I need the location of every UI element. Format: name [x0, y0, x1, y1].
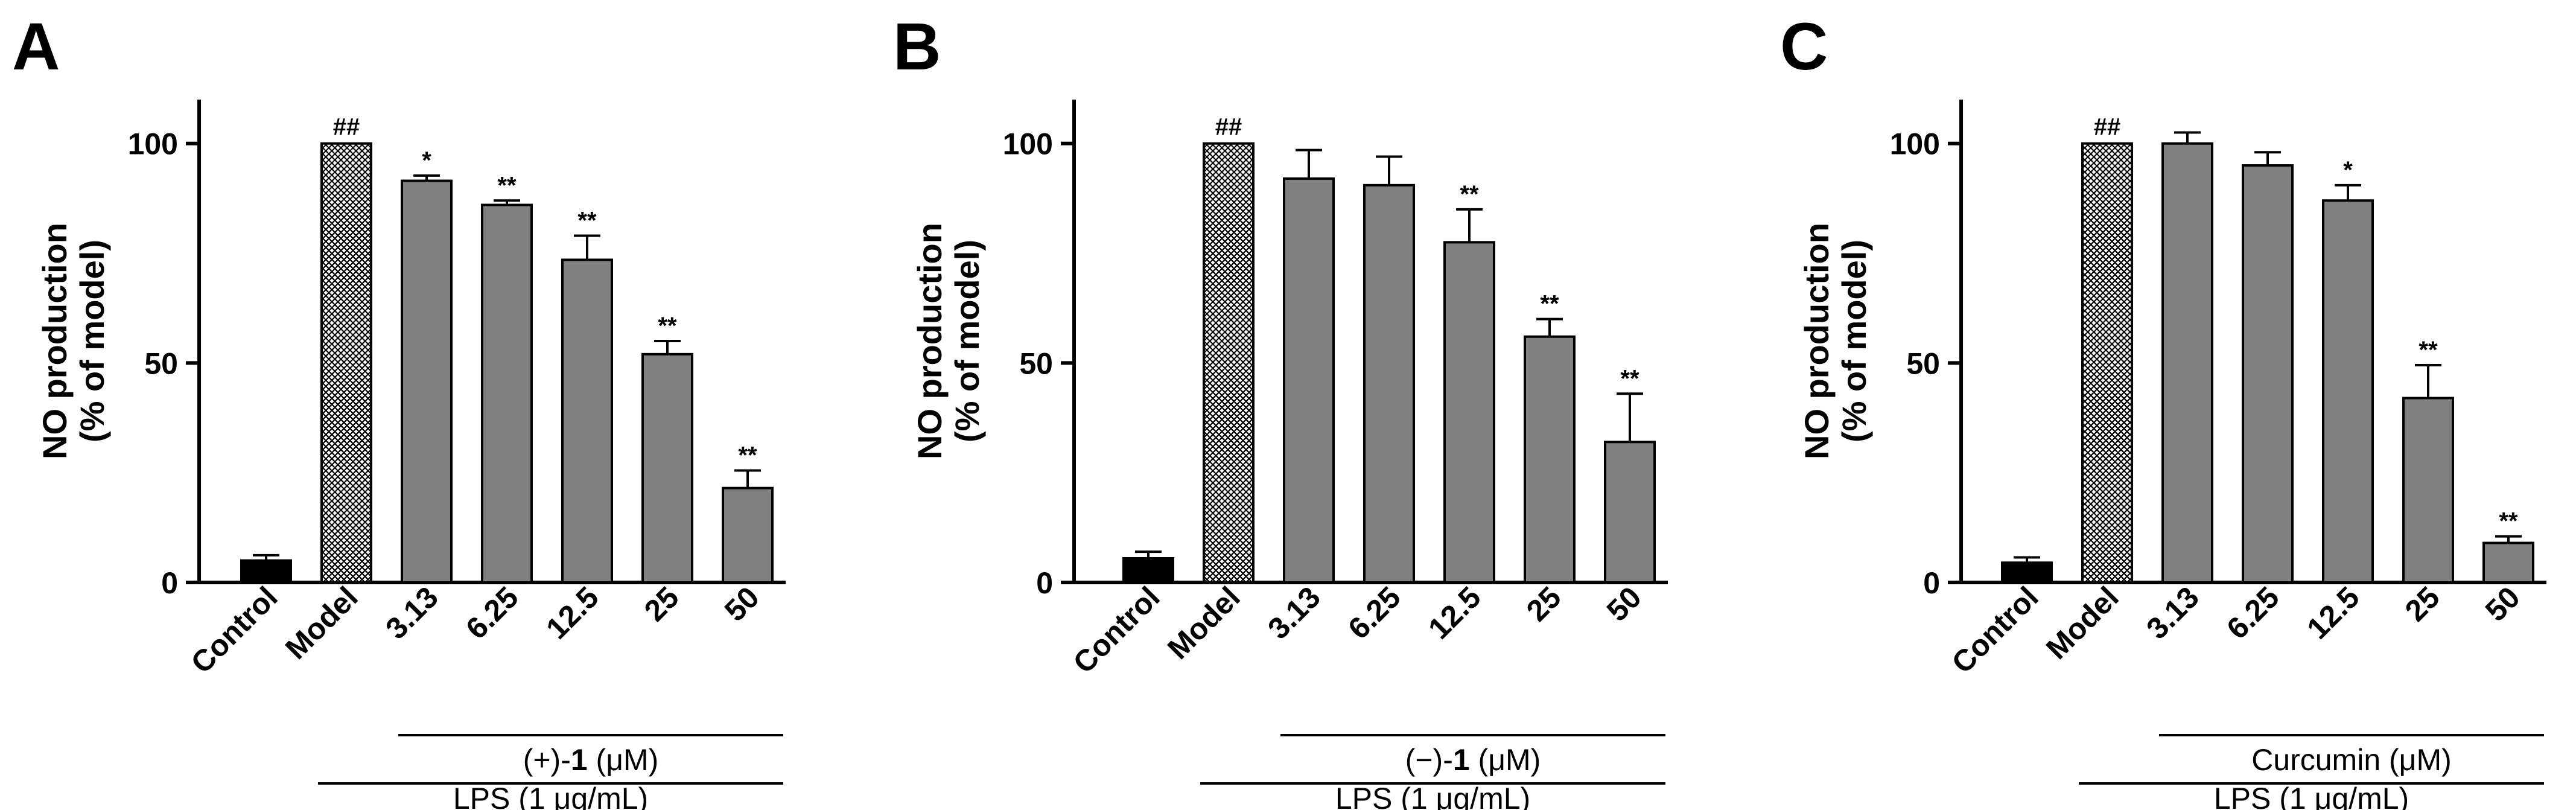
x-tick-label: 25 — [1520, 580, 1568, 628]
bar-model — [1203, 142, 1255, 584]
y-axis-label-line2: (% of model) — [948, 240, 986, 442]
bar-control — [240, 559, 292, 584]
bar-50 — [2482, 541, 2534, 584]
bar-25 — [1524, 335, 1576, 584]
y-axis-label-line1: NO production — [36, 223, 74, 459]
x-tick-label: 50 — [718, 580, 766, 628]
x-tick-label: 25 — [2399, 580, 2446, 628]
bar-12-5 — [2322, 199, 2374, 584]
bar-3-13 — [1283, 177, 1335, 584]
panel-letter: B — [893, 10, 941, 84]
significance-label: ** — [1540, 291, 1559, 317]
x-tick-label: Control — [185, 580, 284, 680]
x-tick-label: 3.13 — [379, 580, 444, 645]
treatment-label: (+)-1 (μM) — [523, 743, 659, 777]
y-tick-label: 50 — [1019, 346, 1053, 380]
y-tick-label: 50 — [144, 346, 178, 380]
y-tick-label: 100 — [1003, 127, 1053, 161]
significance-label: ** — [1620, 365, 1639, 392]
x-tick-label: 12.5 — [2300, 580, 2365, 645]
chart-panel-b: B NO production (% of model) 0 50 100 Control #… — [893, 10, 1668, 810]
y-axis-label-line2: (% of model) — [1835, 240, 1873, 442]
significance-label: ## — [2094, 114, 2121, 141]
y-tick-label: 100 — [128, 127, 178, 161]
significance-label: ** — [497, 172, 517, 199]
bar-model — [320, 142, 372, 584]
panel-letter: A — [12, 10, 60, 84]
treatment-label: (−)-1 (μM) — [1405, 743, 1541, 777]
bar-model — [2081, 142, 2133, 584]
x-tick-label: 3.13 — [1261, 580, 1326, 645]
x-tick-label: 50 — [2479, 580, 2527, 628]
y-axis-label-line2: (% of model) — [73, 240, 111, 442]
x-tick-label: Control — [1067, 580, 1166, 680]
y-axis-label-line1: NO production — [911, 223, 949, 459]
x-tick-label: 25 — [638, 580, 685, 628]
bar-50 — [1604, 441, 1656, 584]
y-axis-label-line1: NO production — [1798, 223, 1836, 459]
y-tick-label: 0 — [1923, 566, 1940, 600]
x-tick-label: 12.5 — [1422, 580, 1487, 645]
bar-6-25 — [1363, 183, 1415, 584]
significance-label: ** — [658, 313, 677, 339]
x-tick-label: 6.25 — [459, 580, 524, 645]
bar-25 — [2402, 397, 2454, 584]
treatment-label: Curcumin (μM) — [2251, 743, 2452, 777]
bar-12-5 — [1443, 241, 1495, 584]
bar-6-25 — [2242, 164, 2294, 584]
bar-6-25 — [481, 203, 533, 584]
y-tick-label: 100 — [1890, 127, 1940, 161]
lps-label: LPS (1 μg/mL) — [2214, 782, 2409, 810]
chart-panel-a: A NO production (% of model) 0 50 100 Control #… — [12, 10, 786, 810]
x-tick-label: 6.25 — [1341, 580, 1407, 645]
x-tick-label: 50 — [1600, 580, 1648, 628]
significance-label: * — [2343, 157, 2353, 183]
significance-label: * — [422, 147, 431, 174]
x-tick-label: 3.13 — [2140, 580, 2205, 645]
significance-label: ** — [2419, 337, 2438, 363]
significance-label: ## — [1215, 114, 1242, 141]
chart-panel-c: C NO production (% of model) 0 50 100 Control #… — [1780, 10, 2546, 810]
lps-label: LPS (1 μg/mL) — [1335, 782, 1530, 810]
bar-3-13 — [401, 179, 453, 584]
x-tick-label: Model — [279, 580, 364, 666]
significance-label: ** — [738, 442, 757, 469]
panel-letter: C — [1780, 10, 1828, 84]
significance-label: ** — [2499, 508, 2518, 535]
x-tick-label: 6.25 — [2220, 580, 2285, 645]
y-tick-label: 50 — [1906, 346, 1940, 380]
bar-control — [1122, 557, 1174, 584]
bar-50 — [722, 486, 774, 584]
x-tick-label: Model — [1161, 580, 1247, 666]
y-tick-label: 0 — [1036, 566, 1053, 600]
significance-label: ** — [577, 207, 597, 234]
bar-3-13 — [2161, 142, 2213, 584]
significance-label: ** — [1460, 181, 1479, 208]
y-tick-label: 0 — [161, 566, 178, 600]
lps-label: LPS (1 μg/mL) — [453, 782, 648, 810]
x-tick-label: Model — [2040, 580, 2125, 666]
bar-25 — [641, 352, 693, 584]
x-tick-label: 12.5 — [539, 580, 605, 645]
bar-12-5 — [561, 258, 613, 584]
significance-label: ## — [333, 114, 360, 141]
bar-control — [2001, 561, 2053, 584]
x-tick-label: Control — [1945, 580, 2045, 680]
